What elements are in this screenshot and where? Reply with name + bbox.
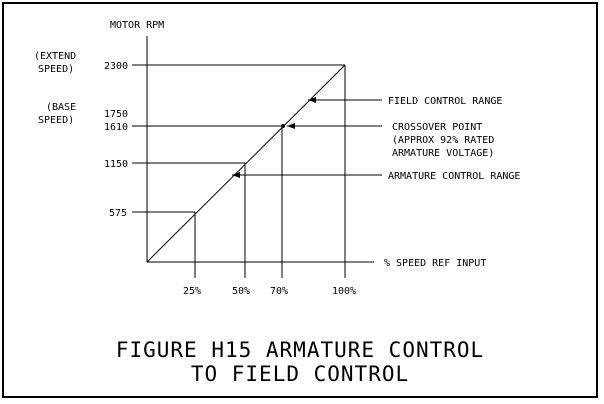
crossover-label-line3: ARMATURE VOLTAGE) (392, 148, 494, 159)
field-control-label: FIELD CONTROL RANGE (388, 96, 502, 107)
extend-speed-label-line2: SPEED) (38, 64, 74, 75)
armature-control-label: ARMATURE CONTROL RANGE (388, 171, 520, 182)
caption-line2: TO FIELD CONTROL (191, 362, 409, 386)
extend-speed-label-line1: (EXTEND (34, 51, 76, 62)
base-speed-label-line2: SPEED) (38, 115, 74, 126)
y-axis-title: MOTOR RPM (110, 20, 164, 31)
y-tick-2300: 2300 (104, 61, 128, 72)
crossover-label-line2: (APPROX 92% RATED (392, 135, 494, 146)
x-tick-50: 50% (232, 286, 250, 297)
x-tick-25: 25% (183, 286, 201, 297)
x-tick-70: 70% (270, 286, 288, 297)
y-tick-575: 575 (109, 208, 127, 219)
x-axis-title: % SPEED REF INPUT (384, 258, 486, 269)
y-tick-1150: 1150 (104, 159, 128, 170)
caption-line1: FIGURE H15 ARMATURE CONTROL (116, 338, 484, 362)
y-tick-1750: 1750 (104, 109, 128, 120)
y-tick-1610: 1610 (104, 122, 128, 133)
crossover-label-line1: CROSSOVER POINT (392, 122, 482, 133)
figure-frame (2, 2, 598, 398)
x-tick-100: 100% (332, 286, 356, 297)
base-speed-label-line1: (BASE (46, 102, 76, 113)
crossover-point-marker (281, 124, 285, 128)
